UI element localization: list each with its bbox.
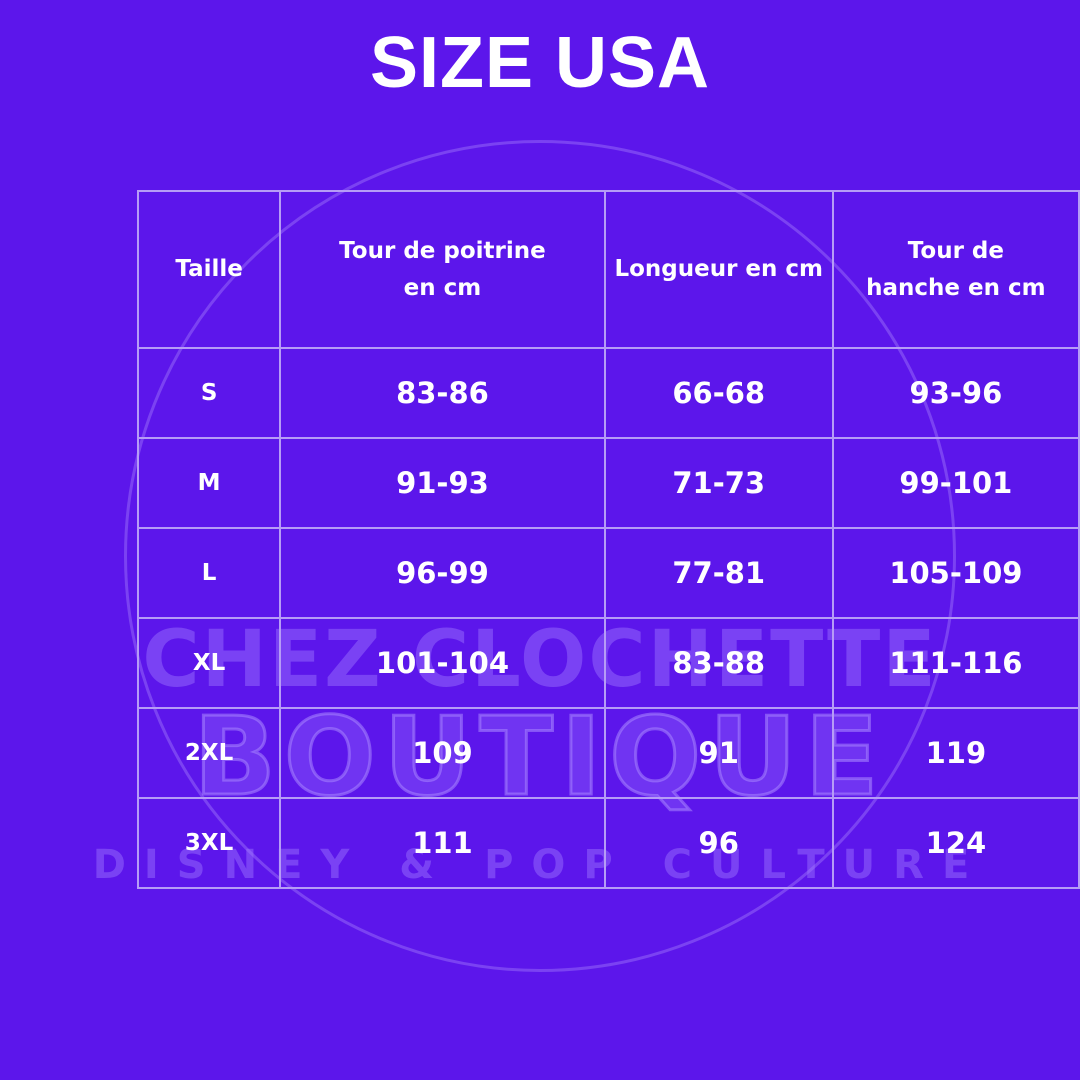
value-cell: 77-81 — [603, 527, 834, 619]
header-cell: Longueur en cm — [603, 190, 834, 349]
page-title: SIZE USA — [369, 23, 711, 103]
value-cell: 83-88 — [603, 617, 834, 709]
value-cell: 124 — [831, 797, 1080, 889]
table-row: 3XL 111 96 124 — [136, 797, 1080, 889]
value-cell: 109 — [279, 707, 606, 799]
value-cell: 105-109 — [831, 527, 1080, 619]
table-row: M 91-93 71-73 99-101 — [136, 437, 1080, 529]
size-cell: 2XL — [136, 707, 282, 799]
value-cell: 99-101 — [831, 437, 1080, 529]
size-table: Taille Tour de poitrine en cm Longueur e… — [136, 190, 1080, 889]
value-cell: 119 — [831, 707, 1080, 799]
value-cell: 66-68 — [603, 347, 834, 439]
table-header-row: Taille Tour de poitrine en cm Longueur e… — [136, 190, 1080, 349]
value-cell: 71-73 — [603, 437, 834, 529]
size-cell: 3XL — [136, 797, 282, 889]
size-cell: S — [136, 347, 282, 439]
value-cell: 96 — [603, 797, 834, 889]
table-row: XL 101-104 83-88 111-116 — [136, 617, 1080, 709]
header-cell: Tour de poitrine en cm — [279, 190, 606, 349]
size-cell: L — [136, 527, 282, 619]
value-cell: 93-96 — [831, 347, 1080, 439]
table-row: L 96-99 77-81 105-109 — [136, 527, 1080, 619]
header-cell: Taille — [136, 190, 282, 349]
value-cell: 91 — [603, 707, 834, 799]
value-cell: 83-86 — [279, 347, 606, 439]
value-cell: 111-116 — [831, 617, 1080, 709]
value-cell: 101-104 — [279, 617, 606, 709]
size-cell: M — [136, 437, 282, 529]
value-cell: 96-99 — [279, 527, 606, 619]
table-row: 2XL 109 91 119 — [136, 707, 1080, 799]
header-cell: Tour de hanche en cm — [831, 190, 1080, 349]
table-row: S 83-86 66-68 93-96 — [136, 347, 1080, 439]
value-cell: 91-93 — [279, 437, 606, 529]
value-cell: 111 — [279, 797, 606, 889]
size-cell: XL — [136, 617, 282, 709]
